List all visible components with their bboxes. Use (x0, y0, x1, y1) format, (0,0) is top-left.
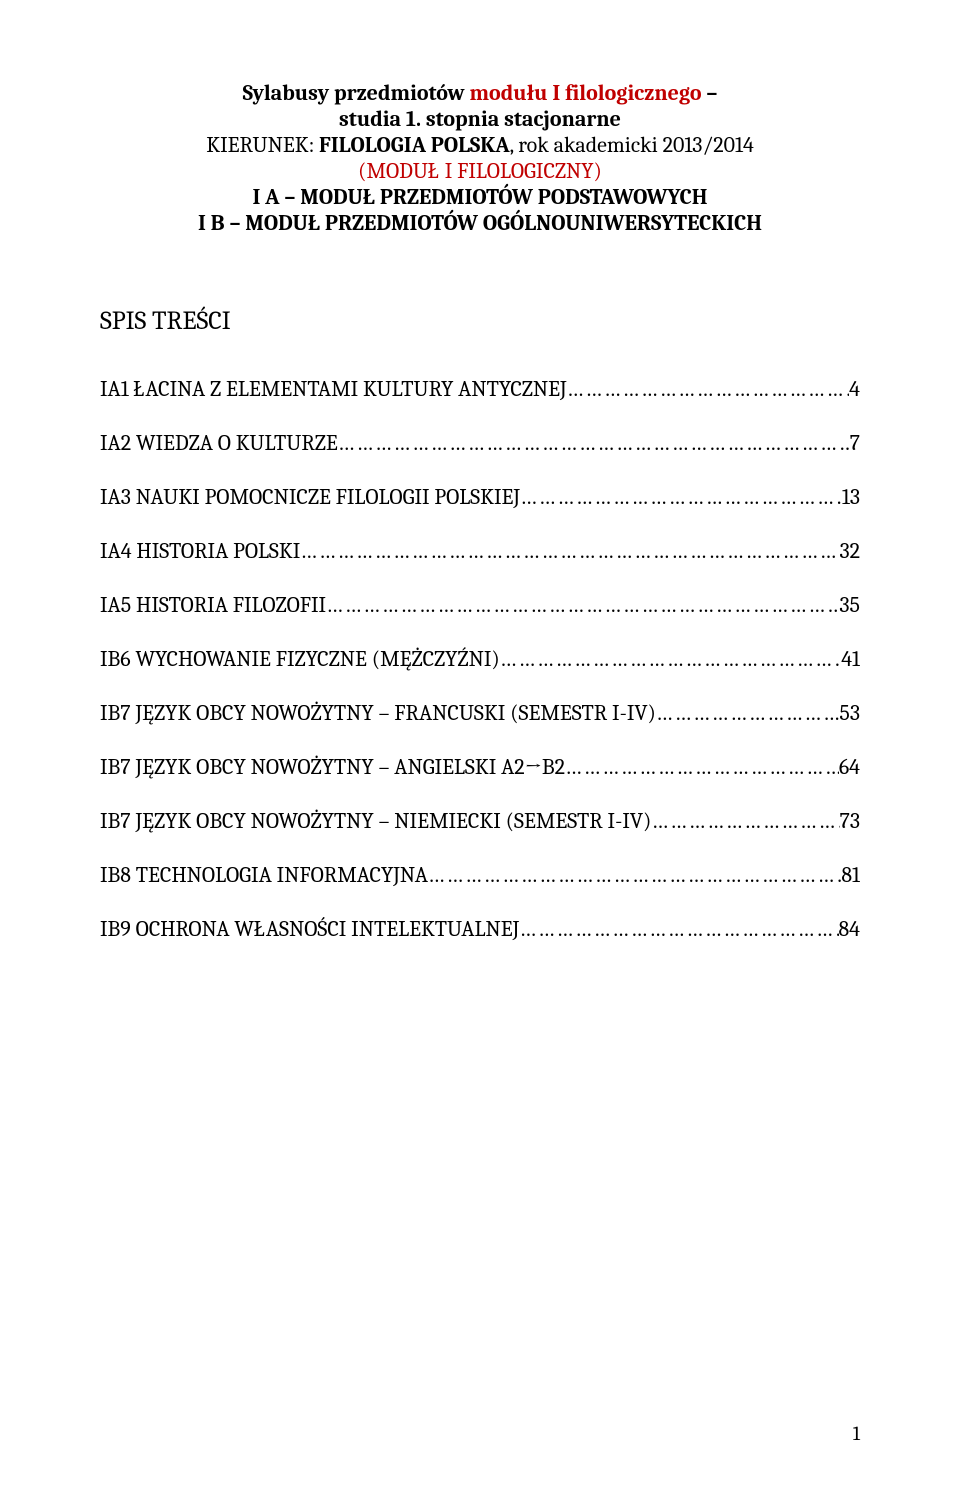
toc-entry: IB9 OCHRONA WŁASNOŚCI INTELEKTUALNEJ 84 (100, 916, 860, 942)
toc-page: 84 (839, 916, 861, 942)
toc-label: IB7 JĘZYK OBCY NOWOŻYTNY – NIEMIECKI (SE… (100, 808, 651, 834)
title-suffix: – (702, 80, 718, 106)
toc-dots (519, 916, 838, 942)
module-line: (MODUŁ I FILOLOGICZNY) (100, 158, 860, 184)
toc-dots (565, 754, 839, 780)
title-red-text: modułu I filologicznego (469, 80, 701, 106)
toc-label: IB9 OCHRONA WŁASNOŚCI INTELEKTUALNEJ (100, 916, 519, 942)
toc-title: SPIS TREŚCI (100, 306, 860, 336)
toc-dots (520, 484, 842, 510)
toc-page: 35 (839, 592, 860, 618)
toc-dots (651, 808, 839, 834)
kierunek-bold: FILOLOGIA POLSKA (319, 132, 510, 158)
toc-page: 7 (850, 430, 860, 456)
page-number: 1 (853, 1422, 860, 1445)
toc-entry: IB7 JĘZYK OBCY NOWOŻYTNY – ANGIELSKI A2→… (100, 754, 860, 780)
toc-entry: IB7 JĘZYK OBCY NOWOŻYTNY – NIEMIECKI (SE… (100, 808, 860, 834)
line2-prefix: studia 1. stopnia (339, 106, 504, 132)
toc-entry: IA5 HISTORIA FILOZOFII 35 (100, 592, 860, 618)
level-b-line: I B – MODUŁ PRZEDMIOTÓW OGÓLNOUNIWERSYTE… (100, 210, 860, 236)
toc-dots (500, 646, 841, 672)
title-line-2: studia 1. stopnia stacjonarne (100, 106, 860, 132)
toc-entry: IB6 WYCHOWANIE FIZYCZNE (MĘŻCZYŹNI) 41 (100, 646, 860, 672)
toc-dots (428, 862, 841, 888)
toc-page: 81 (841, 862, 860, 888)
toc-label: IA4 HISTORIA POLSKI (100, 538, 300, 564)
toc-label: IB7 JĘZYK OBCY NOWOŻYTNY – ANGIELSKI A2→… (100, 754, 565, 780)
toc-page: 32 (839, 538, 860, 564)
toc-entry: IA1 ŁACINA Z ELEMENTAMI KULTURY ANTYCZNE… (100, 376, 860, 402)
toc-dots (326, 592, 839, 618)
toc-entry: IA4 HISTORIA POLSKI 32 (100, 538, 860, 564)
toc-label: IA3 NAUKI POMOCNICZE FILOLOGII POLSKIEJ (100, 484, 520, 510)
toc-entry: IB8 TECHNOLOGIA INFORMACYJNA 81 (100, 862, 860, 888)
document-header: Sylabusy przedmiotów modułu I filologicz… (100, 80, 860, 236)
level-a-line: I A – MODUŁ PRZEDMIOTÓW PODSTAWOWYCH (100, 184, 860, 210)
kierunek-line: KIERUNEK: FILOLOGIA POLSKA, rok akademic… (100, 132, 860, 158)
toc-entry: IA3 NAUKI POMOCNICZE FILOLOGII POLSKIEJ … (100, 484, 860, 510)
toc-dots (300, 538, 839, 564)
toc-entry: IB7 JĘZYK OBCY NOWOŻYTNY – FRANCUSKI (SE… (100, 700, 860, 726)
toc-label: IB6 WYCHOWANIE FIZYCZNE (MĘŻCZYŹNI) (100, 646, 500, 672)
toc-label: IA2 WIEDZA O KULTURZE (100, 430, 338, 456)
toc-dots (656, 700, 839, 726)
kierunek-label: KIERUNEK: (206, 132, 319, 158)
toc-label: IA1 ŁACINA Z ELEMENTAMI KULTURY ANTYCZNE… (100, 376, 567, 402)
line2-bold: stacjonarne (504, 106, 621, 132)
toc-label: IB7 JĘZYK OBCY NOWOŻYTNY – FRANCUSKI (SE… (100, 700, 656, 726)
toc-list: IA1 ŁACINA Z ELEMENTAMI KULTURY ANTYCZNE… (100, 376, 860, 942)
toc-page: 73 (840, 808, 860, 834)
toc-label: IA5 HISTORIA FILOZOFII (100, 592, 326, 618)
kierunek-suffix: , rok akademicki 2013/2014 (510, 132, 754, 158)
toc-page: 53 (839, 700, 860, 726)
toc-page: 41 (841, 646, 860, 672)
title-prefix: Sylabusy przedmiotów (243, 80, 470, 106)
toc-dots (338, 430, 850, 456)
toc-page: 64 (839, 754, 860, 780)
toc-page: 13 (842, 484, 860, 510)
toc-dots (567, 376, 849, 402)
toc-label: IB8 TECHNOLOGIA INFORMACYJNA (100, 862, 428, 888)
title-line-1: Sylabusy przedmiotów modułu I filologicz… (100, 80, 860, 106)
toc-page: 4 (849, 376, 860, 402)
toc-entry: IA2 WIEDZA O KULTURZE 7 (100, 430, 860, 456)
